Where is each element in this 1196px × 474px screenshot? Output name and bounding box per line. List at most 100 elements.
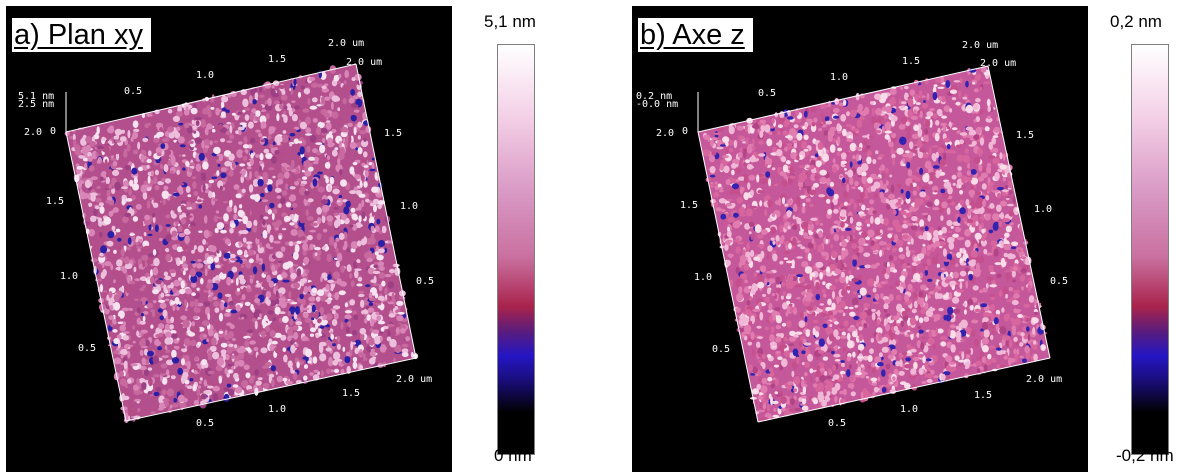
surface-speckle <box>203 215 208 224</box>
surface-speckle <box>105 176 111 185</box>
surface-speckle <box>165 349 171 354</box>
surface-speckle <box>940 188 946 194</box>
surface-speckle <box>990 271 996 275</box>
surface-speckle <box>928 329 932 338</box>
surface-speckle <box>977 148 983 157</box>
surface-speckle <box>279 292 283 297</box>
surface-speckle <box>153 137 160 143</box>
surface-speckle <box>113 135 118 140</box>
surface-speckle <box>338 195 343 199</box>
surface-speckle <box>335 247 339 253</box>
surface-speckle <box>900 86 904 90</box>
surface-speckle <box>835 227 840 233</box>
surface-speckle <box>801 173 808 180</box>
surface-speckle <box>320 342 325 346</box>
surface-speckle <box>185 106 189 114</box>
surface-speckle <box>845 285 852 291</box>
surface-speckle <box>752 366 758 374</box>
surface-speckle <box>859 287 867 296</box>
surface-speckle <box>164 294 171 297</box>
surface-speckle <box>965 353 971 360</box>
surface-speckle <box>750 373 756 376</box>
surface-speckle <box>255 260 262 264</box>
surface-speckle <box>265 361 272 368</box>
surface-speckle <box>101 137 107 142</box>
surface-speckle <box>1002 192 1006 197</box>
surface-speckle <box>258 160 263 164</box>
surface-speckle <box>233 213 238 221</box>
surface-speckle <box>229 248 235 254</box>
surface-speckle <box>364 318 368 324</box>
surface-speckle <box>955 205 960 211</box>
surface-speckle <box>242 215 248 225</box>
surface-speckle <box>82 157 89 162</box>
surface-speckle <box>232 338 236 341</box>
surface-speckle <box>170 155 176 164</box>
surface-speckle <box>350 280 355 288</box>
surface-speckle <box>919 110 923 119</box>
surface-speckle <box>813 117 818 123</box>
surface-speckle <box>964 239 971 248</box>
surface-speckle <box>288 241 294 247</box>
surface-speckle <box>978 224 982 232</box>
surface-speckle <box>110 323 114 327</box>
surface-speckle <box>731 163 737 169</box>
surface-speckle <box>879 191 884 199</box>
surface-speckle <box>760 385 768 394</box>
surface-speckle <box>898 247 903 253</box>
surface-speckle <box>331 149 338 157</box>
surface-speckle <box>262 303 268 309</box>
surface-speckle <box>176 126 181 131</box>
surface-speckle <box>226 346 233 354</box>
surface-speckle <box>271 379 275 386</box>
surface-speckle <box>829 263 837 272</box>
surface-speckle <box>809 368 814 374</box>
surface-speckle <box>858 326 863 331</box>
surface-speckle <box>737 152 743 158</box>
surface-speckle <box>933 288 940 293</box>
surface-speckle <box>753 120 757 124</box>
surface-speckle <box>776 390 782 395</box>
surface-speckle <box>309 333 315 337</box>
surface-speckle <box>217 292 223 300</box>
surface-speckle <box>884 167 889 174</box>
surface-speckle <box>863 196 869 199</box>
surface-speckle <box>851 254 858 260</box>
surface-speckle <box>739 213 747 217</box>
surface-speckle <box>804 316 808 323</box>
surface-speckle <box>146 164 150 169</box>
surface-speckle <box>154 169 159 176</box>
surface-speckle <box>356 283 363 287</box>
surface-speckle <box>262 382 270 389</box>
surface-speckle <box>866 223 870 227</box>
surface-speckle <box>709 166 716 174</box>
surface-speckle <box>884 130 892 134</box>
surface-speckle <box>321 204 330 213</box>
surface-speckle <box>136 330 140 337</box>
surface-speckle <box>975 126 982 135</box>
surface-speckle <box>333 206 339 210</box>
surface-speckle <box>320 320 328 326</box>
surface-speckle <box>334 147 339 151</box>
surface-speckle <box>870 264 878 269</box>
surface-speckle <box>775 142 783 146</box>
surface-speckle <box>132 149 139 155</box>
surface-speckle <box>327 279 334 283</box>
surface-speckle <box>269 344 275 351</box>
surface-speckle <box>856 221 862 227</box>
surface-speckle <box>381 346 388 351</box>
surface-speckle <box>279 301 283 305</box>
surface-speckle <box>927 278 933 282</box>
surface-speckle <box>800 395 808 399</box>
surface-speckle <box>913 256 918 262</box>
bottom-tick-0: 0.5 <box>196 418 214 429</box>
surface-speckle <box>123 243 128 246</box>
surface-speckle <box>368 291 373 300</box>
surface-speckle <box>956 326 960 330</box>
surface-speckle <box>771 147 778 153</box>
surface-speckle <box>280 334 287 341</box>
surface-speckle <box>809 375 813 383</box>
surface-speckle <box>110 158 118 161</box>
surface-speckle <box>302 249 308 256</box>
surface-speckle <box>223 312 232 317</box>
